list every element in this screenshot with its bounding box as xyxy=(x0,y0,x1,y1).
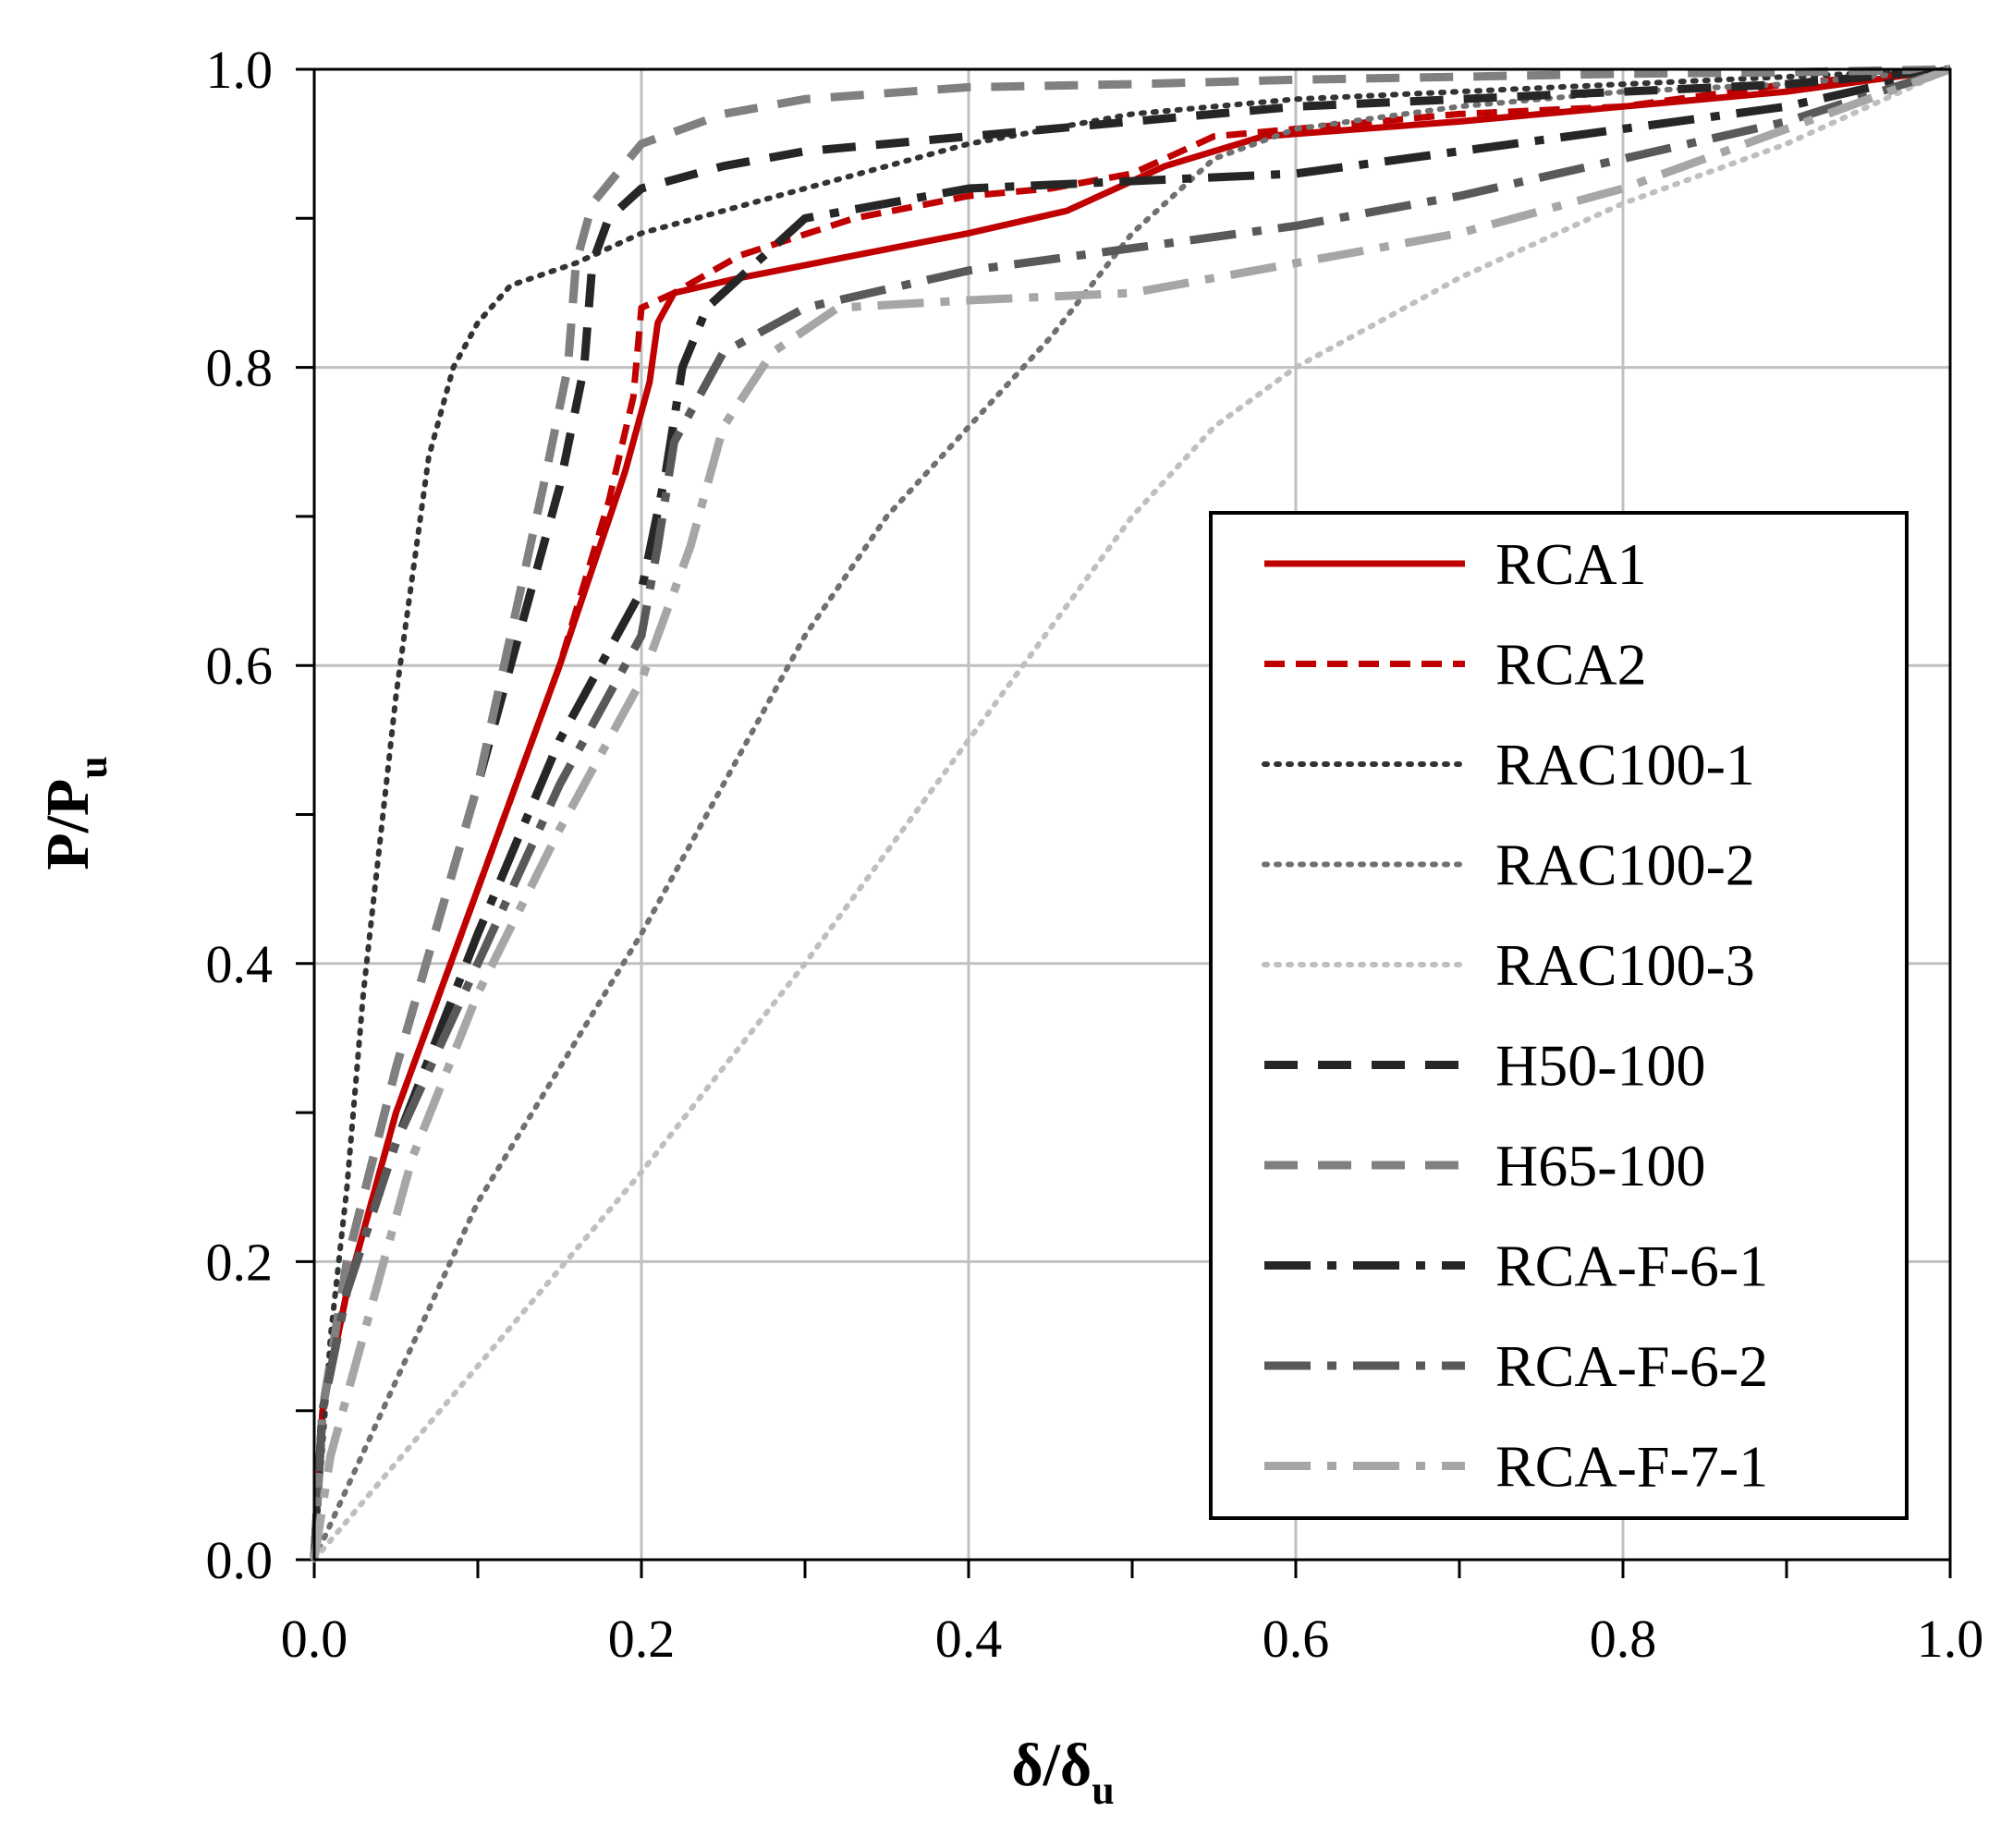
ticks-layer xyxy=(296,67,1952,1578)
series-layer xyxy=(310,65,1953,1562)
legend-label-h65-100: H65-100 xyxy=(1495,1133,1706,1198)
legend-box xyxy=(1209,511,1909,1520)
y-tick-label: 1.0 xyxy=(206,40,274,100)
legend-label-rca1: RCA1 xyxy=(1495,531,1647,597)
legend-label-rca2: RCA2 xyxy=(1495,632,1647,698)
y-tick-label: 0.8 xyxy=(206,338,274,398)
series-line-rac100-1 xyxy=(311,67,1953,1562)
plot-frame xyxy=(312,67,1952,1562)
series-line-rac100-3 xyxy=(311,67,1953,1562)
series-line-rca-f-7-1 xyxy=(310,65,1952,1561)
legend-label-rac100-3: RAC100-3 xyxy=(1495,932,1755,998)
series-line-h65-100 xyxy=(310,65,1951,1561)
legend-label-h50-100: H50-100 xyxy=(1495,1033,1706,1099)
legend-items: RCA1 RCA2 RAC100-1 RAC100-2 RAC100-3 H50-100 H… xyxy=(1262,531,1768,1500)
legend-label-rca-f-6-1: RCA-F-6-1 xyxy=(1495,1234,1768,1299)
legend-label-rac100-1: RAC100-1 xyxy=(1495,732,1755,797)
series-line-rac100-2 xyxy=(311,67,1953,1562)
x-tick-label: 0.8 xyxy=(1590,1609,1657,1669)
y-tick-label: 0.2 xyxy=(206,1232,274,1292)
y-tick-label: 0.6 xyxy=(206,636,274,696)
grid-layer xyxy=(314,69,1950,1560)
x-tick-label: 1.0 xyxy=(1917,1609,1984,1669)
legend-label-rca-f-6-2: RCA-F-6-2 xyxy=(1495,1333,1768,1399)
legend-label-rac100-2: RAC100-2 xyxy=(1495,833,1755,898)
y-tick-label: 0.4 xyxy=(206,934,274,994)
x-tick-label: 0.2 xyxy=(608,1609,676,1669)
x-tick-label: 0.0 xyxy=(281,1609,348,1669)
x-tick-label: 0.4 xyxy=(935,1609,1003,1669)
series-line-rca2 xyxy=(311,66,1951,1561)
series-line-rca-f-6-2 xyxy=(310,65,1952,1561)
series-line-rca1 xyxy=(311,66,1951,1561)
legend: RCA1 RCA2 RAC100-1 RAC100-2 RAC100-3 H50-100 H… xyxy=(1209,511,1909,1520)
labels-layer: 0.0 0.2 0.4 0.6 0.8 1.0 0.0 0.2 0.4 0.6 0.8 1.0 xyxy=(206,40,1984,1669)
x-tick-label: 0.6 xyxy=(1263,1609,1330,1669)
y-axis-title: P/Pu xyxy=(34,756,116,869)
legend-label-rca-f-7-1: RCA-F-7-1 xyxy=(1495,1434,1768,1500)
y-tick-label: 0.0 xyxy=(206,1530,274,1590)
series-line-rca-f-6-1 xyxy=(310,65,1951,1561)
x-axis-title: δ/δu xyxy=(1011,1732,1114,1813)
